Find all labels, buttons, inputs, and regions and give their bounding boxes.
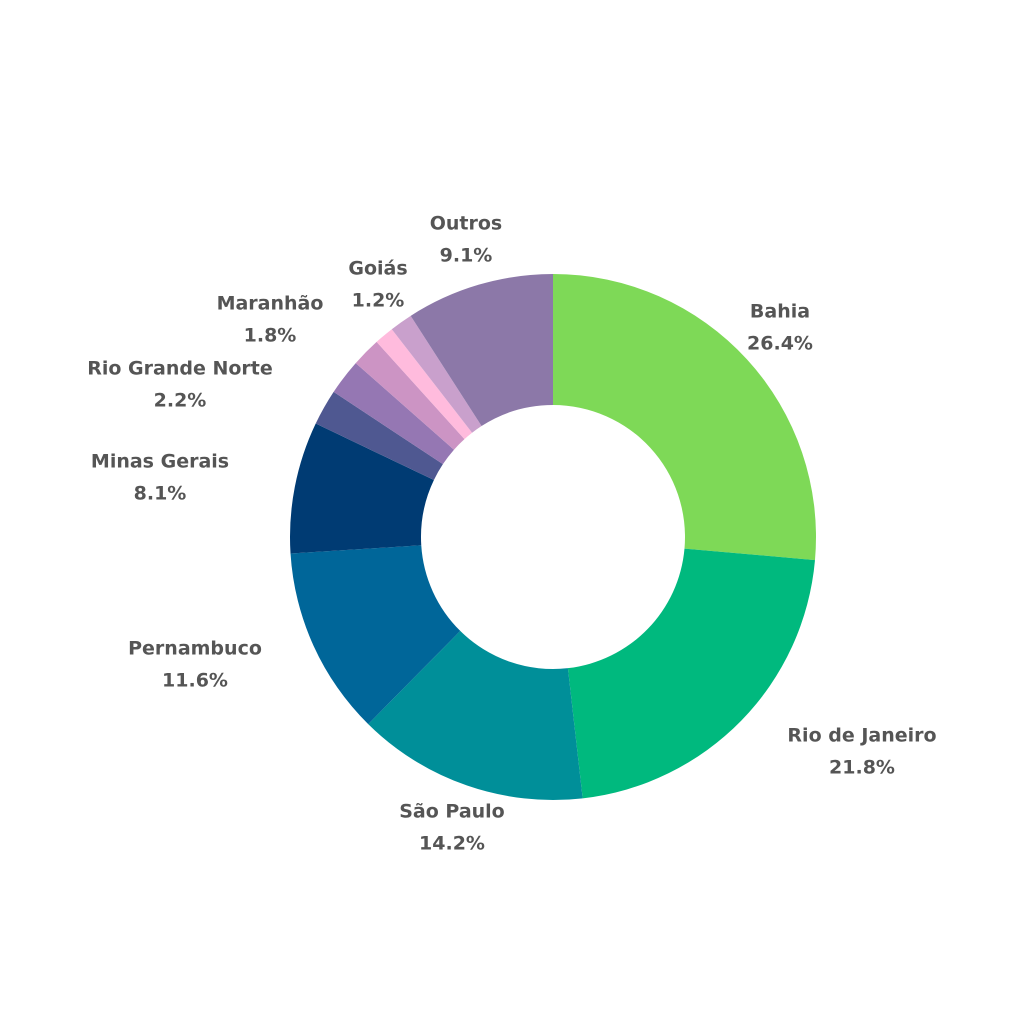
- slice-label: Outros: [430, 213, 503, 235]
- slice-label: Rio de Janeiro: [787, 725, 936, 747]
- slice-label: Goiás: [348, 258, 407, 280]
- slice-value-label: 11.6%: [162, 670, 228, 692]
- slice-label: Rio Grande Norte: [87, 358, 273, 380]
- slice-value-label: 21.8%: [829, 757, 895, 779]
- donut-slice: [368, 630, 583, 800]
- slice-value-label: 2.2%: [154, 390, 207, 412]
- slice-value-label: 9.1%: [440, 245, 493, 267]
- slice-value-label: 8.1%: [134, 483, 187, 505]
- donut-slice: [315, 391, 443, 481]
- donut-slice: [410, 274, 553, 426]
- donut-slice: [553, 274, 817, 561]
- donut-slice: [290, 423, 434, 554]
- donut-slice: [290, 545, 461, 725]
- donut-slice: [333, 363, 454, 465]
- slice-label: São Paulo: [399, 801, 505, 823]
- donut-slice: [567, 548, 815, 799]
- donut-slice: [355, 341, 465, 450]
- slice-value-label: 26.4%: [747, 333, 813, 355]
- slice-label: Pernambuco: [128, 638, 262, 660]
- slice-value-label: 1.8%: [244, 325, 297, 347]
- slice-label: Minas Gerais: [91, 451, 229, 473]
- donut-slice: [376, 329, 473, 440]
- slice-value-label: 14.2%: [419, 833, 485, 855]
- donut-slice: [391, 315, 482, 433]
- slice-value-label: 1.2%: [352, 290, 405, 312]
- slice-label: Bahia: [750, 301, 810, 323]
- slice-label: Maranhão: [217, 293, 324, 315]
